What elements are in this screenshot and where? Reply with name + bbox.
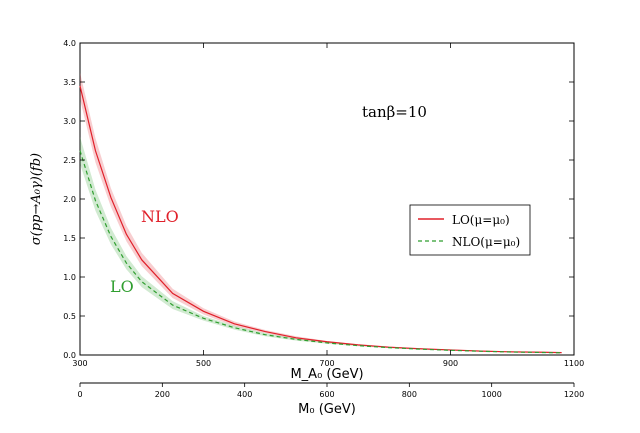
secondary-tick-label: 600 (319, 390, 334, 399)
tanbeta-annotation: tanβ=10 (362, 103, 427, 121)
y-axis-label: σ(pp→A₀γ)(fb) (29, 153, 44, 245)
x-tick-label: 900 (443, 359, 458, 368)
x-tick-label: 500 (196, 359, 211, 368)
x-axis-ticks: 300 500 700 900 1100 (72, 43, 584, 368)
secondary-tick-label: 800 (402, 390, 417, 399)
nlo-curve-label: NLO (141, 207, 179, 226)
y-tick-label: 0.5 (63, 312, 76, 321)
legend-label-nlo: NLO(μ=μ₀) (452, 235, 520, 249)
curves (79, 85, 562, 354)
y-tick-label: 3.5 (63, 78, 76, 87)
secondary-tick-label: 200 (155, 390, 170, 399)
x-axis-label: M_A₀ (GeV) (290, 367, 363, 382)
x-tick-label: 1100 (564, 359, 584, 368)
legend: LO(μ=μ₀) NLO(μ=μ₀) (409, 204, 531, 256)
lo-curve-label: LO (110, 277, 134, 296)
series-line-lo (79, 150, 562, 354)
secondary-tick-label: 0 (77, 390, 82, 399)
y-tick-label: 3.0 (63, 117, 76, 126)
y-tick-label: 1.0 (63, 273, 76, 282)
y-tick-label: 2.0 (63, 195, 76, 204)
y-axis-ticks: 0.0 0.5 1.0 1.5 2.0 2.5 3.0 3.5 4.0 (63, 39, 574, 360)
secondary-tick-label: 1200 (564, 390, 584, 399)
legend-box (409, 204, 531, 256)
secondary-tick-label: 400 (237, 390, 252, 399)
legend-label-lo: LO(μ=μ₀) (452, 213, 510, 227)
x-tick-label: 700 (319, 359, 334, 368)
x-tick-label: 300 (72, 359, 87, 368)
y-tick-label: 2.5 (63, 156, 76, 165)
y-tick-label: 4.0 (63, 39, 76, 48)
secondary-axis-ticks: 0 200 400 600 800 1000 1200 (77, 383, 584, 399)
secondary-axis-label: M₀ (GeV) (298, 402, 356, 417)
y-tick-label: 1.5 (63, 234, 76, 243)
plot-frame (79, 42, 575, 356)
y-tick-label: 0.0 (63, 351, 76, 360)
secondary-tick-label: 1000 (481, 390, 501, 399)
